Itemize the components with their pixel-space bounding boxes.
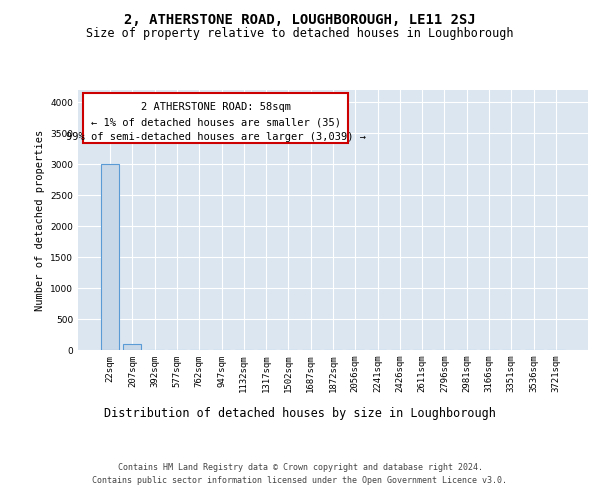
Text: Size of property relative to detached houses in Loughborough: Size of property relative to detached ho… <box>86 28 514 40</box>
Text: 99% of semi-detached houses are larger (3,039) →: 99% of semi-detached houses are larger (… <box>66 132 366 142</box>
Text: 2, ATHERSTONE ROAD, LOUGHBOROUGH, LE11 2SJ: 2, ATHERSTONE ROAD, LOUGHBOROUGH, LE11 2… <box>124 12 476 26</box>
Text: Contains HM Land Registry data © Crown copyright and database right 2024.: Contains HM Land Registry data © Crown c… <box>118 462 482 471</box>
FancyBboxPatch shape <box>83 92 348 144</box>
Text: ← 1% of detached houses are smaller (35): ← 1% of detached houses are smaller (35) <box>91 118 341 128</box>
Text: Distribution of detached houses by size in Loughborough: Distribution of detached houses by size … <box>104 408 496 420</box>
Bar <box>101 164 119 350</box>
Text: Contains public sector information licensed under the Open Government Licence v3: Contains public sector information licen… <box>92 476 508 485</box>
Bar <box>124 344 142 350</box>
Text: 2 ATHERSTONE ROAD: 58sqm: 2 ATHERSTONE ROAD: 58sqm <box>141 102 291 112</box>
Y-axis label: Number of detached properties: Number of detached properties <box>35 130 44 310</box>
